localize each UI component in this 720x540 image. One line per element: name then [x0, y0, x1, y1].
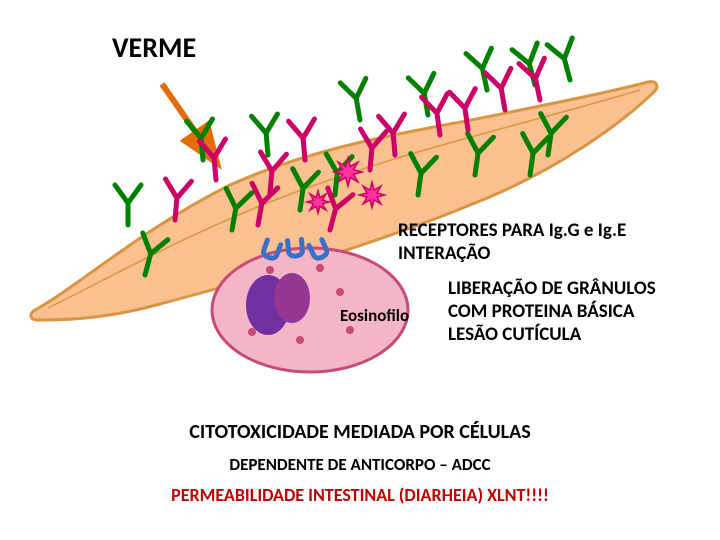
label-release-l2: COM PROTEINA BÁSICA — [448, 301, 656, 324]
eosinophil-granule — [296, 336, 304, 344]
antibody-ige-icon — [485, 68, 518, 112]
antibody-igg-icon — [115, 185, 141, 225]
caption-adcc: DEPENDENTE DE ANTICORPO – ADCC — [0, 454, 720, 475]
label-receptors-l2: INTERAÇÃO — [398, 243, 626, 266]
degranulation-burst-icon — [307, 191, 329, 213]
label-release-l3: LESÃO CUTÍCULA — [448, 324, 656, 347]
caption-permeabilidade: PERMEABILIDADE INTESTINAL (DIARHEIA) XLN… — [0, 484, 720, 506]
antibody-ige-icon — [519, 58, 553, 103]
antibody-igg-icon — [547, 38, 582, 83]
degranulation-burst-icon — [334, 158, 362, 186]
eosinophil-nucleus — [274, 273, 310, 323]
label-receptors-l1: RECEPTORES PARA Ig.G e Ig.E — [398, 220, 626, 243]
antibody-igg-icon — [340, 78, 373, 122]
eosinophil-granule — [316, 264, 324, 272]
eosinophil-granule — [248, 328, 256, 336]
antibody-igg-icon — [466, 48, 500, 93]
caption-citotoxicidade: CITOTOXICIDADE MEDIADA POR CÉLULAS — [0, 420, 720, 444]
label-receptors: RECEPTORES PARA Ig.G e Ig.E INTERAÇÃO — [398, 220, 626, 266]
eosinophil-granule — [346, 326, 354, 334]
degranulation-burst-icon — [359, 182, 384, 207]
antibody-igg-icon — [252, 114, 281, 156]
eosinophil-granule — [336, 288, 344, 296]
title-verme: VERME — [112, 30, 196, 65]
eosinophil-granule — [266, 266, 274, 274]
label-release-l1: LIBERAÇÃO DE GRÂNULOS — [448, 278, 656, 301]
label-release: LIBERAÇÃO DE GRÂNULOS COM PROTEINA BÁSIC… — [448, 278, 656, 346]
label-eosinophil: Eosinofilo — [340, 305, 409, 326]
diagram-root: { "title": { "text": "VERME", "fontsize"… — [0, 0, 720, 540]
